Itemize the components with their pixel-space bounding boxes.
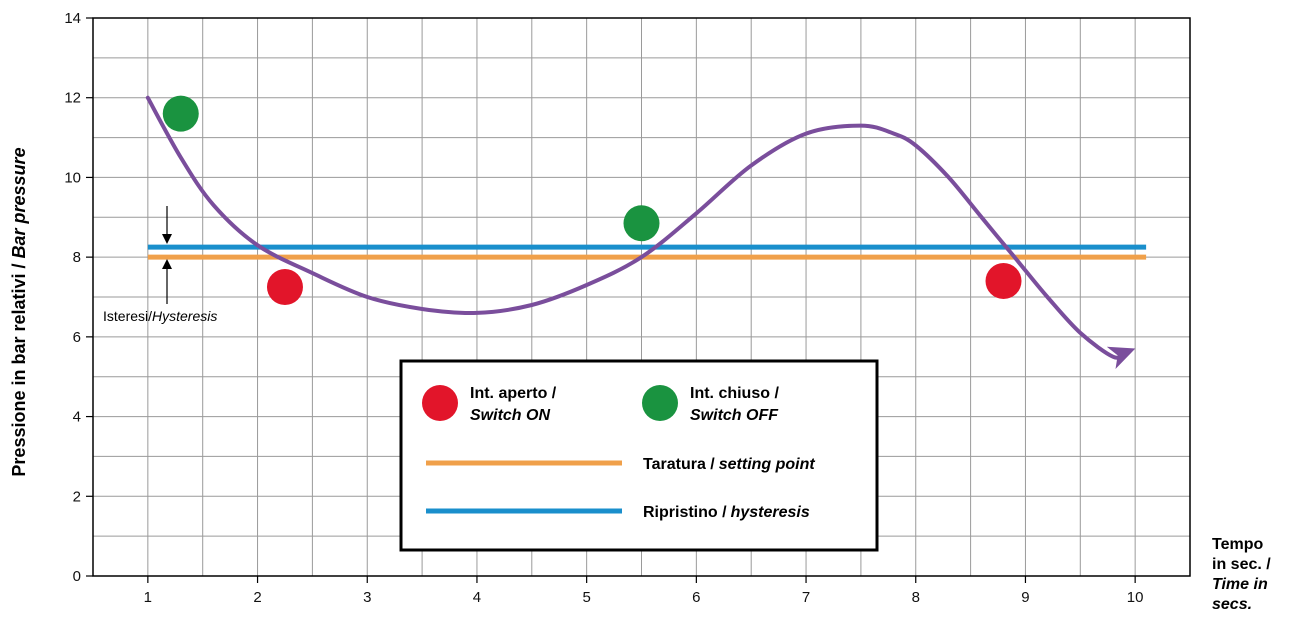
x-axis-label-line-2: in sec. / (1212, 556, 1271, 573)
y-axis-label: Pressione in bar relativi / Bar pressure (9, 147, 29, 476)
reference-lines (147, 244, 1147, 260)
legend-switch-on-label-italic: Switch ON (470, 407, 550, 424)
y-tick-label: 12 (64, 90, 81, 107)
switch-off-point (623, 205, 660, 242)
x-axis-label-line-3: Time in (1212, 576, 1268, 593)
y-tick-label: 0 (73, 568, 81, 585)
x-tick-label: 7 (802, 589, 810, 606)
x-tick-label: 9 (1021, 589, 1029, 606)
switch-points (162, 95, 1022, 306)
y-tick-label: 4 (73, 409, 81, 426)
y-tick-label: 2 (73, 488, 81, 505)
legend-setting-label-main: Taratura / (643, 456, 715, 473)
x-tick-label: 4 (473, 589, 481, 606)
switch-on-point (985, 263, 1022, 300)
plot-frame (92, 17, 1191, 577)
x-tick-label: 5 (582, 589, 590, 606)
pressure-curve (145, 95, 1136, 370)
x-axis-label: Tempo in sec. / Time in secs. (1212, 536, 1271, 613)
x-tick-label: 3 (363, 589, 371, 606)
x-tick-label: 10 (1127, 589, 1144, 606)
hysteresis-label-main: Isteresi/ (103, 308, 152, 324)
legend: Int. aperto / Switch ON Int. chiuso / Sw… (399, 359, 879, 552)
x-axis-label-line-4: secs. (1212, 596, 1252, 613)
legend-switch-off-marker (642, 385, 678, 421)
x-tick-label: 2 (253, 589, 261, 606)
switch-on-point (266, 269, 303, 306)
legend-switch-off-label-italic: Switch OFF (690, 407, 779, 424)
y-tick-label: 14 (64, 10, 81, 27)
x-tick-label: 6 (692, 589, 700, 606)
legend-setting-label-italic: setting point (719, 456, 816, 473)
y-tick-label: 8 (73, 249, 81, 266)
hysteresis-label-italic: Hysteresis (152, 308, 217, 324)
legend-reset-label-italic: hysteresis (731, 504, 810, 521)
hysteresis-label: Isteresi/Hysteresis (103, 308, 217, 324)
legend-setting-label: Taratura / setting point (643, 456, 815, 473)
pressure-curve-group (145, 95, 1136, 370)
x-tick-label: 8 (912, 589, 920, 606)
y-axis-label-main: Pressione in bar relativi / (9, 263, 29, 476)
legend-switch-on-marker (422, 385, 458, 421)
y-tick-label: 6 (73, 329, 81, 346)
switch-off-point (162, 95, 199, 132)
legend-reset-label-main: Ripristino / (643, 504, 727, 521)
x-axis-label-line-1: Tempo (1212, 536, 1263, 553)
legend-reset-label: Ripristino / hysteresis (643, 504, 810, 521)
hysteresis-annotation: Isteresi/Hysteresis (103, 206, 217, 324)
y-tick-label: 10 (64, 169, 81, 186)
x-tick-label: 1 (144, 589, 152, 606)
legend-box (399, 359, 879, 552)
legend-switch-off-label: Int. chiuso / (690, 385, 779, 402)
legend-switch-on-label: Int. aperto / (470, 385, 557, 402)
y-axis-label-italic: Bar pressure (9, 147, 29, 258)
